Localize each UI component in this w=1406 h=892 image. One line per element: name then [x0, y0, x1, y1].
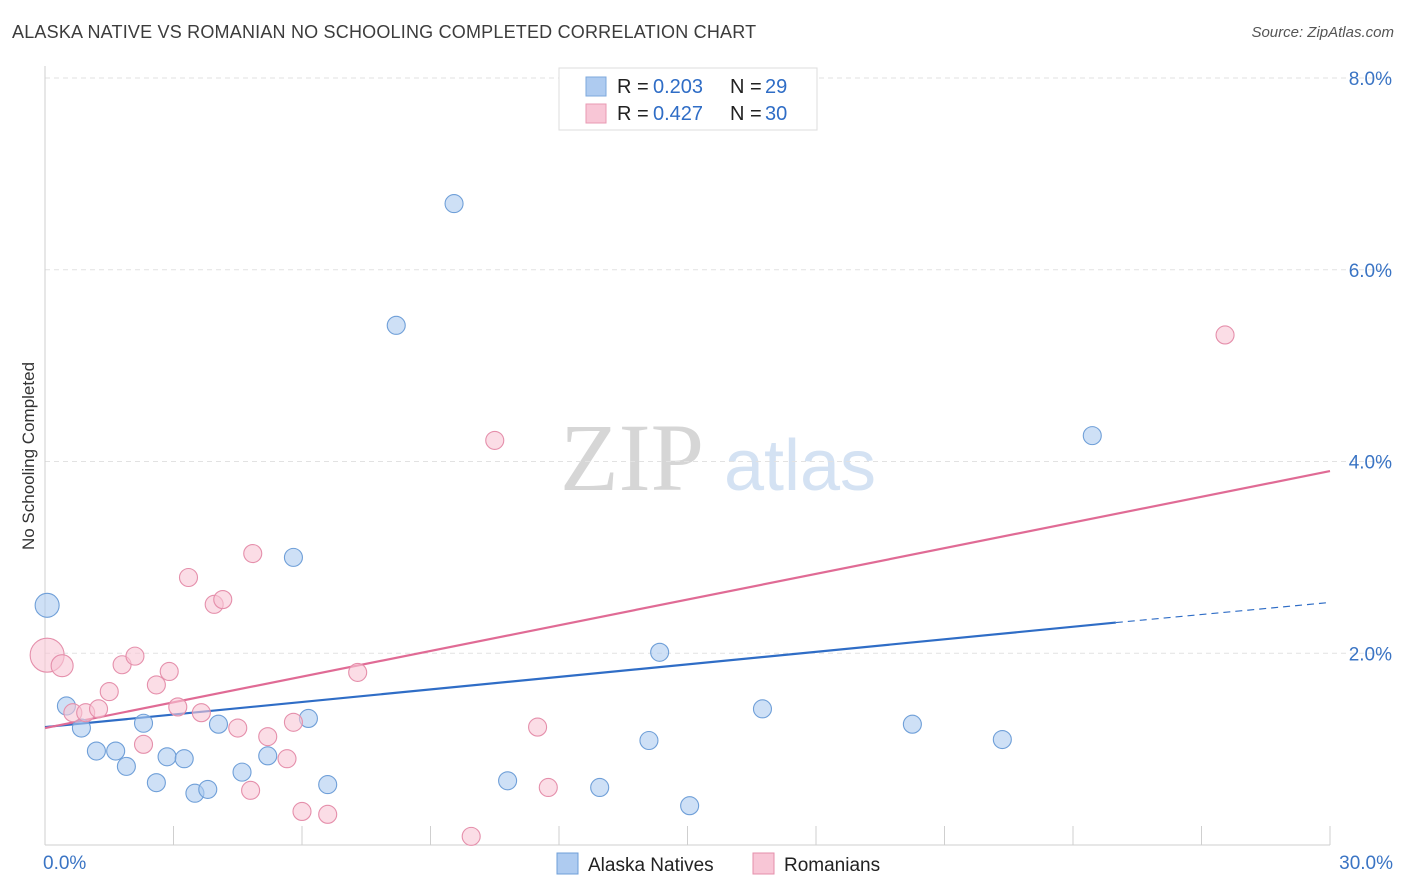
source-credit: Source: ZipAtlas.com	[1251, 24, 1394, 41]
stats-n-label: N =	[730, 103, 762, 125]
data-point	[208, 714, 229, 734]
data-point	[498, 771, 518, 791]
data-point	[174, 749, 194, 769]
stats-legend-swatch	[585, 103, 607, 124]
y-axis-label: No Schooling Completed	[19, 362, 38, 550]
data-point	[198, 779, 218, 799]
data-point	[283, 547, 303, 567]
data-point	[34, 592, 60, 618]
data-point	[157, 747, 177, 767]
data-point	[228, 718, 248, 738]
x-tick-label: 30.0%	[1339, 853, 1393, 874]
data-point	[444, 194, 464, 214]
data-point	[86, 741, 106, 761]
data-point	[461, 826, 481, 846]
data-point	[277, 749, 297, 769]
chart-title: ALASKA NATIVE VS ROMANIAN NO SCHOOLING C…	[12, 22, 757, 42]
trend-line	[44, 621, 1116, 729]
data-point	[258, 727, 278, 747]
data-point	[168, 697, 188, 717]
data-point	[528, 717, 548, 737]
data-point	[106, 741, 126, 761]
stats-legend-swatch	[585, 76, 607, 97]
data-point	[178, 567, 199, 588]
data-point	[348, 662, 368, 682]
data-point	[318, 804, 338, 824]
y-tick-label: 2.0%	[1349, 644, 1392, 665]
data-point	[485, 430, 505, 450]
stats-r-label: R =	[617, 76, 649, 98]
series-legend: Alaska Natives Romanians	[556, 852, 880, 876]
data-point	[680, 796, 700, 816]
legend-swatch	[752, 852, 775, 875]
legend-label: Alaska Natives	[588, 855, 714, 876]
data-point	[386, 315, 406, 335]
data-point	[1082, 426, 1102, 446]
stats-n-label: N =	[730, 76, 762, 98]
data-point	[1215, 325, 1235, 345]
stats-legend: R = 0.203 N = 29 R = 0.427 N = 30	[558, 67, 818, 131]
data-point	[639, 730, 659, 751]
stats-r-value: 0.427	[653, 103, 703, 125]
data-point	[146, 675, 166, 695]
legend-swatch	[556, 852, 579, 875]
x-tick-labels: 0.0% 30.0%	[43, 853, 1393, 874]
data-points	[29, 194, 1235, 846]
stats-r-value: 0.203	[653, 76, 703, 98]
data-point	[191, 703, 211, 723]
data-point	[241, 780, 261, 800]
data-point	[590, 777, 610, 798]
data-point	[992, 729, 1012, 750]
legend-label: Romanians	[784, 855, 880, 876]
data-point	[538, 777, 558, 798]
stats-n-value: 29	[765, 76, 787, 98]
y-tick-label: 8.0%	[1349, 69, 1392, 90]
watermark: ZIP atlas	[560, 404, 876, 511]
data-point	[232, 762, 252, 782]
data-point	[243, 543, 263, 564]
series-romanians	[29, 325, 1235, 846]
data-point	[752, 699, 773, 719]
data-point	[283, 712, 303, 732]
watermark-zip: ZIP	[560, 404, 704, 511]
data-point	[650, 642, 670, 662]
trend-lines	[44, 470, 1331, 730]
stats-r-label: R =	[617, 103, 649, 125]
stats-n-value: 30	[765, 103, 787, 125]
data-point	[116, 756, 136, 776]
data-point	[902, 714, 922, 734]
y-tick-label: 4.0%	[1349, 453, 1392, 474]
y-tick-label: 6.0%	[1349, 261, 1392, 282]
y-tick-labels: 2.0% 4.0% 6.0% 8.0%	[1349, 69, 1392, 665]
data-point	[88, 699, 109, 719]
data-point	[133, 734, 154, 754]
data-point	[133, 713, 154, 733]
trend-line-extension	[1115, 601, 1331, 624]
watermark-atlas: atlas	[724, 426, 876, 506]
gridlines	[45, 77, 1392, 654]
data-point	[258, 746, 278, 766]
data-point	[213, 590, 233, 610]
data-point	[125, 646, 145, 666]
x-tick-label: 0.0%	[43, 853, 86, 874]
trend-line	[44, 470, 1331, 730]
data-point	[318, 775, 338, 795]
data-point	[146, 773, 166, 793]
data-point	[99, 682, 119, 702]
data-point	[292, 801, 312, 821]
axes	[44, 66, 1331, 846]
data-point	[50, 654, 74, 678]
data-point	[159, 661, 179, 682]
